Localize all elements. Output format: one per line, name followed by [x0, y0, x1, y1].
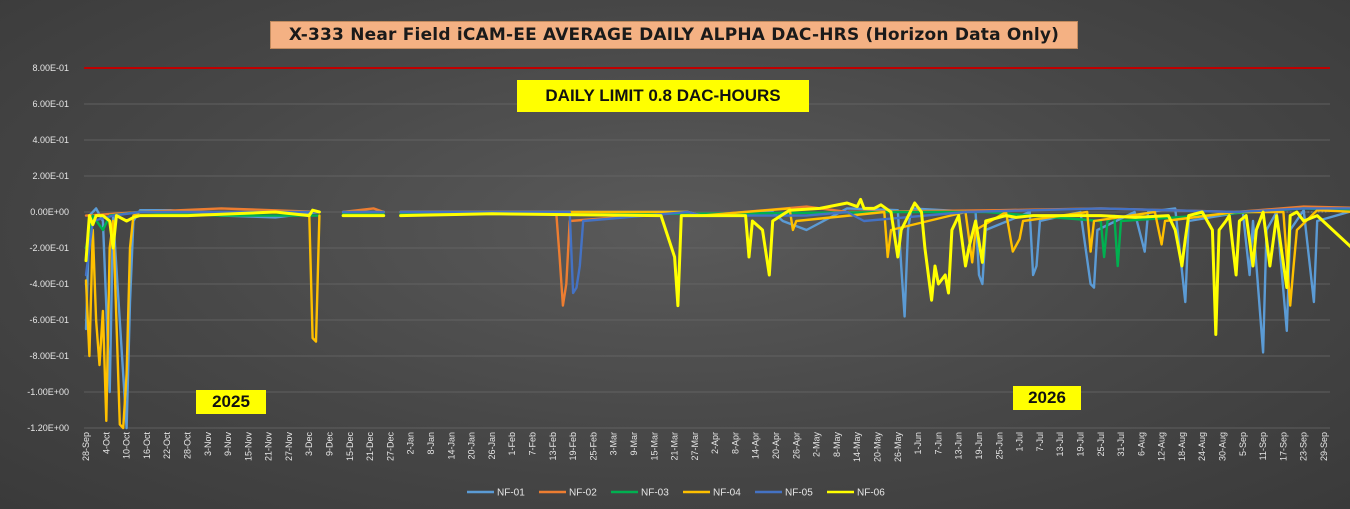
x-tick-label: 14-Apr: [751, 432, 761, 459]
legend-label: NF-04: [713, 488, 741, 499]
y-tick-label: 6.00E-01: [32, 99, 69, 109]
x-tick-label: 14-May: [852, 432, 862, 463]
x-tick-label: 8-May: [832, 432, 842, 458]
x-tick-label: 27-Nov: [284, 432, 294, 462]
x-tick-label: 28-Oct: [182, 432, 192, 460]
x-tick-label: 11-Sep: [1258, 432, 1268, 460]
x-tick-label: 12-Aug: [1157, 432, 1167, 461]
x-tick-label: 28-Sep: [81, 432, 91, 461]
x-tick-label: 15-Mar: [649, 432, 659, 461]
year-label-2026: 2026: [1013, 386, 1081, 410]
x-axis: 28-Sep 4-Oct 10-Oct 16-Oct 22-Oct 28-Oct 3-Nov…: [81, 432, 1329, 463]
x-tick-label: 25-Feb: [588, 432, 598, 461]
x-tick-label: 27-Mar: [690, 432, 700, 461]
x-tick-label: 21-Dec: [365, 432, 375, 462]
daily-limit-callout: DAILY LIMIT 0.8 DAC-HOURS: [517, 80, 809, 112]
x-tick-label: 1-Jun: [913, 432, 923, 455]
x-tick-label: 13-Jun: [954, 432, 964, 460]
x-tick-label: 29-Sep: [1319, 432, 1329, 461]
x-tick-label: 19-Feb: [568, 432, 578, 461]
x-tick-label: 18-Aug: [1177, 432, 1187, 461]
x-tick-label: 14-Jan: [446, 432, 456, 460]
gridlines: [84, 103, 1330, 429]
x-tick-label: 22-Oct: [162, 432, 172, 460]
x-tick-label: 13-Feb: [548, 432, 558, 461]
chart-title: X-333 Near Field iCAM-EE AVERAGE DAILY A…: [270, 21, 1078, 49]
x-tick-label: 8-Jan: [426, 432, 436, 455]
y-tick-label: 8.00E-01: [32, 63, 69, 73]
y-tick-label: -6.00E-01: [29, 315, 69, 325]
y-tick-label: -8.00E-01: [29, 351, 69, 361]
legend-label: NF-05: [785, 488, 813, 499]
x-tick-label: 7-Jul: [1035, 432, 1045, 452]
x-tick-label: 30-Aug: [1218, 432, 1228, 461]
legend: NF-01 NF-02 NF-03 NF-04 NF-05 NF-06: [467, 488, 885, 499]
legend-label: NF-03: [641, 488, 669, 499]
x-tick-label: 20-Jan: [467, 432, 477, 460]
legend-label: NF-06: [857, 488, 885, 499]
y-tick-label: 4.00E-01: [32, 135, 69, 145]
x-tick-label: 26-May: [893, 432, 903, 463]
x-tick-label: 1-Jul: [1015, 432, 1025, 452]
x-tick-label: 7-Jun: [933, 432, 943, 455]
x-tick-label: 1-Feb: [507, 432, 517, 456]
x-tick-label: 19-Jun: [974, 432, 984, 460]
y-tick-label: -4.00E-01: [29, 279, 69, 289]
x-tick-label: 2-Jan: [406, 432, 416, 455]
legend-item-nf-02: NF-02: [539, 488, 597, 499]
x-tick-label: 9-Dec: [325, 432, 335, 457]
x-tick-label: 27-Dec: [385, 432, 395, 462]
x-tick-label: 7-Feb: [527, 432, 537, 456]
legend-item-nf-01: NF-01: [467, 488, 525, 499]
x-tick-label: 6-Aug: [1136, 432, 1146, 456]
x-tick-label: 19-Jul: [1075, 432, 1085, 457]
x-tick-label: 2-May: [812, 432, 822, 458]
x-tick-label: 10-Oct: [122, 432, 132, 460]
x-tick-label: 15-Nov: [243, 432, 253, 462]
legend-item-nf-06: NF-06: [827, 488, 885, 499]
x-tick-label: 20-Apr: [771, 432, 781, 459]
x-tick-label: 8-Apr: [730, 432, 740, 454]
x-tick-label: 2-Apr: [710, 432, 720, 454]
legend-item-nf-05: NF-05: [755, 488, 813, 499]
x-tick-label: 15-Dec: [345, 432, 355, 462]
x-tick-label: 13-Jul: [1055, 432, 1065, 457]
x-tick-label: 3-Mar: [609, 432, 619, 456]
x-tick-label: 31-Jul: [1116, 432, 1126, 457]
series-line-nf-02: [84, 205, 1350, 307]
x-tick-label: 9-Mar: [629, 432, 639, 456]
series-line-nf-04: [84, 207, 1350, 430]
year-label-2025: 2025: [196, 390, 266, 414]
y-tick-label: -1.00E+00: [27, 387, 69, 397]
x-tick-label: 26-Jan: [487, 432, 497, 460]
x-tick-label: 3-Nov: [203, 432, 213, 457]
x-tick-label: 21-Nov: [264, 432, 274, 462]
legend-item-nf-03: NF-03: [611, 488, 669, 499]
x-tick-label: 4-Oct: [101, 432, 111, 455]
y-tick-label: -2.00E-01: [29, 243, 69, 253]
legend-label: NF-02: [569, 488, 597, 499]
y-axis: 8.00E-01 6.00E-01 4.00E-01 2.00E-01 0.00E+00…: [27, 63, 69, 433]
x-tick-label: 5-Sep: [1238, 432, 1248, 456]
y-tick-label: -1.20E+00: [27, 423, 69, 433]
x-tick-label: 26-Apr: [791, 432, 801, 459]
x-tick-label: 20-May: [873, 432, 883, 463]
x-tick-label: 16-Oct: [142, 432, 152, 460]
x-tick-label: 9-Nov: [223, 432, 233, 457]
x-tick-label: 23-Sep: [1299, 432, 1309, 461]
x-tick-label: 24-Aug: [1197, 432, 1207, 461]
x-tick-label: 21-Mar: [670, 432, 680, 461]
y-tick-label: 2.00E-01: [32, 171, 69, 181]
legend-label: NF-01: [497, 488, 525, 499]
x-tick-label: 25-Jun: [994, 432, 1004, 460]
series-line-nf-05: [84, 207, 1350, 295]
x-tick-label: 17-Sep: [1278, 432, 1288, 461]
legend-item-nf-04: NF-04: [683, 488, 741, 499]
series-line-nf-06: [84, 197, 1350, 336]
x-tick-label: 25-Jul: [1096, 432, 1106, 457]
x-tick-label: 3-Dec: [304, 432, 314, 457]
plot-area: [84, 197, 1350, 430]
y-tick-label: 0.00E+00: [30, 207, 69, 217]
